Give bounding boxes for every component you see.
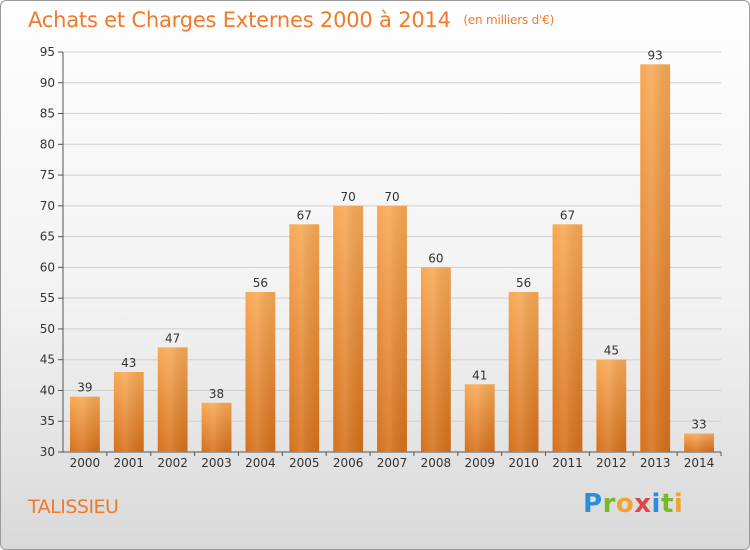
bar-shine: [377, 205, 407, 452]
logo-letter: P: [583, 489, 603, 519]
chart-title: Achats et Charges Externes 2000 à 2014 (…: [28, 8, 554, 32]
x-tick-label: 2007: [377, 456, 408, 470]
y-tick-label: 90: [40, 76, 55, 90]
x-tick-label: 2008: [421, 456, 452, 470]
bar-shine: [552, 224, 583, 452]
x-tick-label: 2003: [201, 456, 232, 470]
bar-value-label: 67: [560, 208, 575, 222]
y-tick-label: 80: [40, 137, 55, 151]
bar-value-label: 41: [472, 368, 487, 382]
x-tick-label: 2009: [464, 456, 495, 470]
logo-letter: x: [634, 489, 652, 519]
bar-shine: [157, 347, 188, 452]
bar-shine: [289, 224, 320, 452]
logo-letter: r: [602, 489, 616, 519]
x-tick-label: 2000: [70, 456, 101, 470]
bar-value-label: 39: [77, 381, 92, 395]
bar-shine: [596, 359, 627, 452]
y-tick-label: 40: [40, 383, 55, 397]
y-tick-label: 70: [40, 199, 55, 213]
bar-value-label: 33: [691, 418, 706, 432]
logo-letter: o: [615, 489, 635, 519]
chart-subtitle: (en milliers d'€): [463, 13, 555, 27]
x-tick-label: 2012: [596, 456, 627, 470]
logo-letter: t: [660, 489, 674, 519]
bar-shine: [113, 372, 144, 452]
x-tick-label: 2006: [333, 456, 364, 470]
y-tick-label: 65: [40, 230, 55, 244]
x-tick-label: 2001: [114, 456, 145, 470]
logo-letter: i: [673, 489, 684, 519]
bar-value-label: 47: [165, 331, 180, 345]
y-tick-label: 30: [40, 445, 55, 459]
bar-shine: [245, 292, 276, 452]
y-tick-label: 60: [40, 260, 55, 274]
y-tick-label: 50: [40, 322, 55, 336]
y-tick-label: 55: [40, 291, 55, 305]
bar-value-label: 56: [253, 276, 268, 290]
bar-shine: [464, 384, 495, 452]
bar-shine: [333, 205, 364, 452]
bars: [70, 64, 714, 453]
logo-letter: i: [651, 489, 661, 519]
x-tick-label: 2011: [552, 456, 583, 470]
y-tick-label: 95: [40, 45, 55, 59]
y-tick-label: 35: [40, 414, 55, 428]
bar-value-label: 70: [384, 190, 399, 204]
bar-shine: [70, 396, 100, 452]
bar-value-label: 60: [428, 251, 443, 265]
bar-value-label: 93: [648, 48, 663, 62]
y-tick-label: 85: [40, 107, 55, 121]
x-tick-label: 2013: [640, 456, 671, 470]
bar-value-label: 38: [209, 387, 224, 401]
bar-shine: [640, 64, 671, 453]
bar-value-label: 45: [604, 344, 619, 358]
y-tick-label: 75: [40, 168, 55, 182]
x-tick-label: 2014: [684, 456, 715, 470]
bar-shine: [684, 433, 714, 452]
x-tick-label: 2002: [157, 456, 188, 470]
x-tick-label: 2010: [508, 456, 539, 470]
x-tick-label: 2005: [289, 456, 320, 470]
bar-shine: [508, 292, 539, 452]
place-name: TALISSIEU: [28, 496, 119, 518]
proxiti-logo[interactable]: Proxiti: [583, 489, 683, 519]
bar-value-label: 67: [297, 208, 312, 222]
x-tick-label: 2004: [245, 456, 276, 470]
y-tick-label: 45: [40, 353, 55, 367]
bar-shine: [201, 402, 232, 452]
bar-value-label: 43: [121, 356, 136, 370]
bar-value-label: 70: [340, 190, 355, 204]
bar-value-label: 56: [516, 276, 531, 290]
bar-shine: [420, 267, 451, 452]
chart-title-text: Achats et Charges Externes 2000 à 2014: [28, 8, 451, 32]
labels: 30 35 40 45 50 55 60 65 70 75 80 85 90 95 39 2000 43 2001…: [40, 45, 715, 470]
